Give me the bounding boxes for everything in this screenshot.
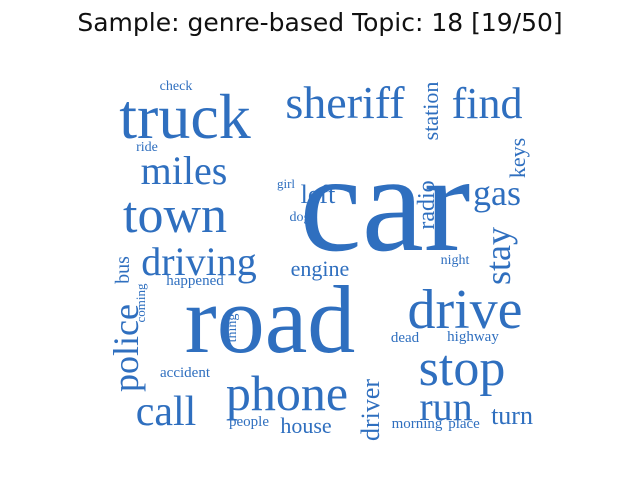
word-morning: morning [392, 416, 443, 432]
word-people: people [229, 414, 269, 430]
word-police: police [106, 304, 146, 392]
word-left: left [301, 180, 336, 209]
word-find: find [452, 79, 523, 128]
word-gas: gas [473, 173, 521, 213]
word-truck: truck [119, 81, 251, 152]
word-dog: dog [290, 210, 311, 225]
word-radio: radio [414, 180, 440, 229]
word-highway: highway [447, 329, 499, 345]
word-ride: ride [136, 140, 158, 155]
word-car: car [300, 126, 471, 281]
word-accident: accident [160, 365, 211, 381]
word-stay: stay [478, 227, 518, 285]
word-house: house [280, 413, 331, 438]
word-call: call [136, 389, 197, 435]
word-drive: drive [407, 279, 522, 341]
word-girl: girl [277, 176, 295, 191]
word-road: road [185, 266, 356, 373]
word-station: station [418, 82, 443, 141]
word-engine: engine [291, 256, 350, 281]
word-bus: bus [112, 256, 134, 284]
word-keys: keys [505, 138, 530, 178]
word-driver: driver [356, 379, 385, 441]
word-driving: driving [141, 239, 257, 284]
word-coming: coming [133, 283, 148, 322]
word-thing: thing [225, 314, 240, 343]
word-phone: phone [226, 365, 348, 421]
word-sheriff: sheriff [285, 77, 405, 128]
word-turn: turn [491, 401, 533, 430]
word-stop: stop [419, 340, 506, 397]
word-dead: dead [391, 330, 420, 346]
word-place: place [448, 416, 480, 432]
word-town: town [123, 187, 227, 244]
word-night: night [441, 253, 470, 268]
chart-title: Sample: genre-based Topic: 18 [19/50] [77, 8, 563, 37]
word-run: run [419, 384, 472, 429]
word-check: check [160, 79, 193, 94]
word-happened: happened [166, 273, 224, 289]
word-miles: miles [141, 148, 228, 193]
